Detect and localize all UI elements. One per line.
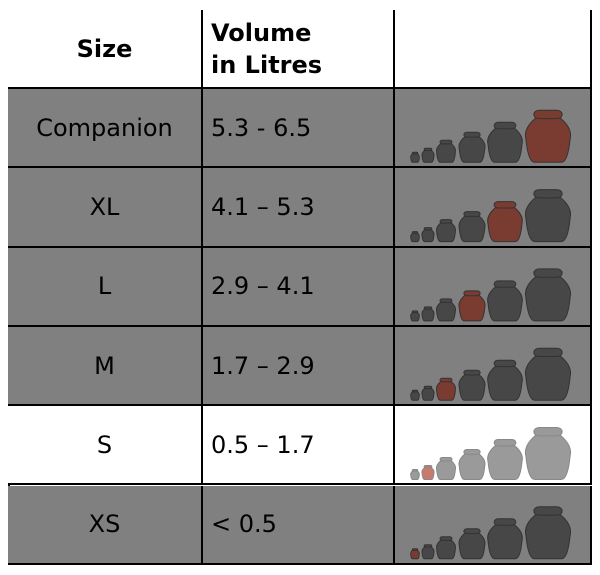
image-cell bbox=[395, 168, 592, 248]
header-cell: Size bbox=[8, 10, 203, 89]
image-cell bbox=[395, 406, 592, 486]
volume-cell: 4.1 – 5.3 bbox=[203, 168, 395, 248]
size-cell: XL bbox=[8, 168, 203, 248]
image-cell bbox=[395, 485, 592, 565]
header-cell bbox=[395, 10, 592, 89]
image-cell bbox=[395, 247, 592, 327]
size-cell: XS bbox=[8, 485, 203, 565]
size-cell: Companion bbox=[8, 89, 203, 169]
volume-cell: 0.5 – 1.7 bbox=[203, 406, 395, 486]
volume-cell: 2.9 – 4.1 bbox=[203, 247, 395, 327]
image-cell bbox=[395, 89, 592, 169]
volume-cell: 1.7 – 2.9 bbox=[203, 326, 395, 407]
size-cell: L bbox=[8, 247, 203, 327]
volume-cell: < 0.5 bbox=[203, 485, 395, 565]
size-cell: S bbox=[8, 406, 203, 486]
image-cell bbox=[395, 326, 592, 407]
volume-cell: 5.3 - 6.5 bbox=[203, 89, 395, 169]
header-cell: Volume in Litres bbox=[203, 10, 395, 89]
size-cell: M bbox=[8, 326, 203, 407]
